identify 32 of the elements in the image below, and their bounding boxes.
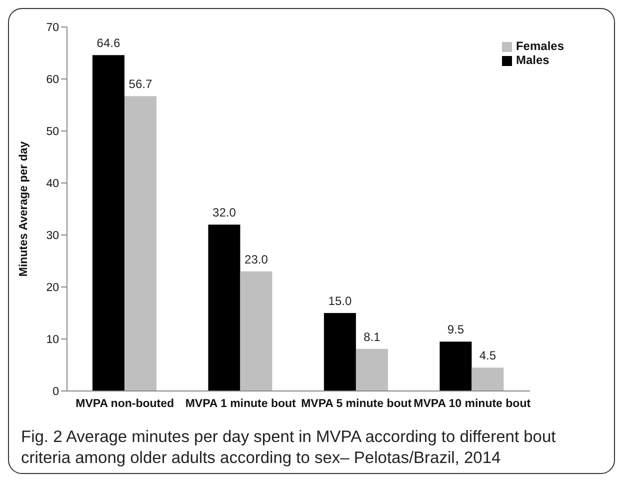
x-tick-label: MVPA non-bouted [76, 398, 174, 410]
data-label: 64.6 [96, 36, 120, 50]
y-tick-label: 50 [46, 126, 59, 138]
data-label: 8.1 [364, 330, 381, 344]
y-tick-label: 40 [46, 178, 59, 190]
bar [356, 348, 388, 391]
x-tick-label: MVPA 10 minute bout [414, 398, 531, 410]
bar [472, 368, 504, 391]
bar [440, 342, 472, 391]
y-tick-label: 30 [46, 230, 59, 242]
bar [324, 313, 356, 391]
data-label: 4.5 [479, 348, 496, 363]
x-tick-label: MVPA 1 minute bout [185, 398, 296, 410]
y-tick-label: 0 [52, 386, 59, 398]
y-tick-label: 60 [46, 74, 59, 86]
bar [208, 224, 240, 391]
data-label: 15.0 [328, 294, 352, 308]
bar [240, 271, 272, 391]
bar [124, 96, 156, 391]
data-label: 9.5 [447, 322, 464, 337]
data-label: 23.0 [244, 252, 268, 266]
legend-label: Males [516, 53, 550, 67]
x-tick-label: MVPA 5 minute bout [301, 398, 412, 410]
data-label: 56.7 [128, 77, 152, 92]
legend-label: Females [516, 39, 564, 53]
caption: Fig. 2 Average minutes per day spent in MVPA according to different bout criteria among older adults according to sex– Pelotas/Brazil, 2014 [21, 427, 557, 469]
data-label: 32.0 [212, 206, 236, 220]
y-tick-label: 20 [46, 282, 59, 294]
y-tick-label: 70 [46, 22, 59, 34]
y-tick-label: 10 [46, 334, 59, 346]
y-axis-title: Minutes Average per day [18, 140, 30, 277]
bar [92, 55, 124, 391]
